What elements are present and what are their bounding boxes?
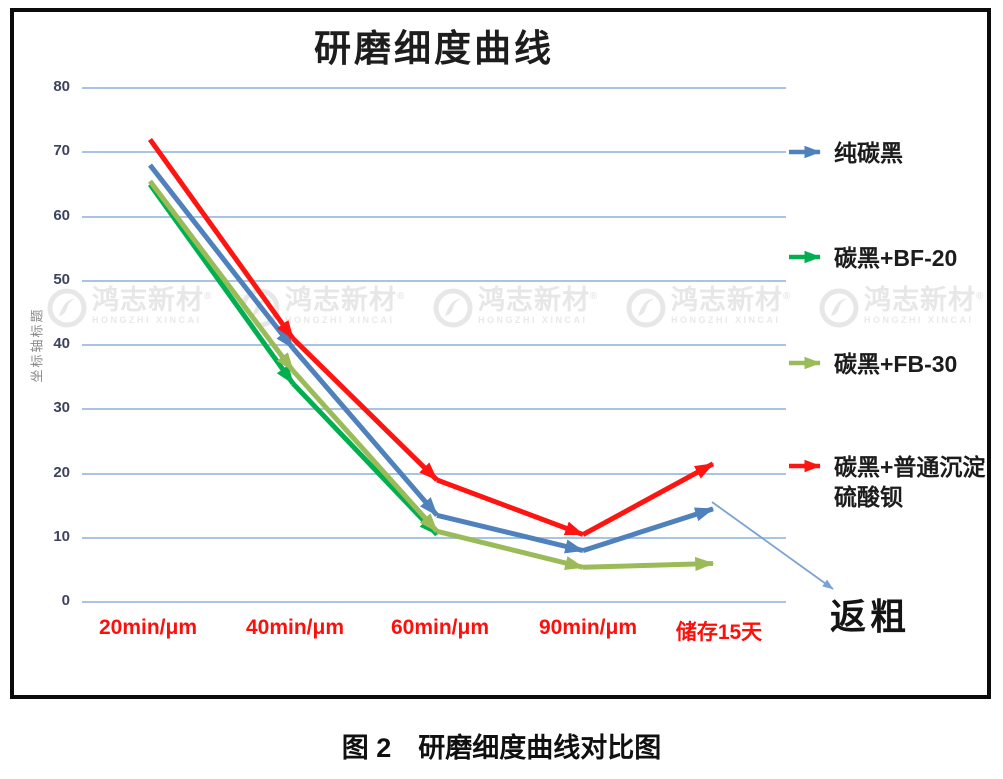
legend-label: 碳黑+普通沉淀硫酸钡 (834, 454, 986, 511)
legend-item-1: 碳黑+BF-20 (786, 243, 1003, 273)
watermark-brand: 鸿志新材® HONGZHI XINCAI (817, 285, 985, 330)
y-tick-label: 20 (53, 463, 70, 481)
watermark-brand: 鸿志新材® HONGZHI XINCAI (45, 285, 213, 330)
legend-item-3: 碳黑+普通沉淀硫酸钡 (786, 452, 1003, 513)
x-tick-label: 90min/μm (538, 616, 638, 639)
watermark-text: 鸿志新材® (478, 285, 599, 315)
x-tick-label: 40min/μm (245, 616, 345, 639)
watermark-subtext: HONGZHI XINCAI (478, 314, 588, 325)
watermark-subtext: HONGZHI XINCAI (285, 314, 395, 325)
x-tick-label: 60min/μm (390, 616, 490, 639)
chart-title: 研磨细度曲线 (314, 28, 554, 69)
y-tick-label: 30 (53, 399, 70, 417)
legend-arrow-icon (789, 356, 822, 370)
watermark-text: 鸿志新材® (671, 285, 792, 315)
watermark-brand: 鸿志新材® HONGZHI XINCAI (431, 285, 599, 330)
legend-arrow-icon (789, 459, 822, 473)
gridline (82, 472, 786, 475)
watermark-subtext: HONGZHI XINCAI (92, 314, 202, 325)
watermark-logo-icon (819, 288, 859, 328)
y-tick-label: 50 (53, 270, 70, 288)
legend-item-0: 纯碳黑 (786, 138, 1003, 168)
legend-label: 碳黑+FB-30 (834, 351, 958, 377)
gridline (82, 279, 786, 282)
watermark-logo-icon (433, 288, 473, 328)
gridline (82, 151, 786, 154)
watermark-subtext: HONGZHI XINCAI (671, 314, 781, 325)
x-tick-label: 20min/μm (98, 616, 198, 639)
y-tick-label: 70 (53, 142, 70, 160)
x-tick-label: 储存15天 (675, 621, 763, 644)
gridline (82, 601, 786, 603)
y-axis-title: 坐标轴标题 (29, 307, 45, 383)
y-tick-label: 10 (53, 527, 70, 545)
gridline (82, 344, 786, 346)
y-tick-label: 80 (53, 78, 70, 95)
gridline (82, 215, 786, 218)
y-tick-label: 60 (53, 206, 70, 224)
watermark-subtext: HONGZHI XINCAI (864, 314, 974, 325)
legend-arrow-icon (789, 250, 822, 264)
watermark-text: 鸿志新材® (864, 285, 985, 315)
watermark-text: 鸿志新材® (92, 285, 213, 315)
watermark-brand: 鸿志新材® HONGZHI XINCAI (238, 285, 406, 330)
legend-label: 碳黑+BF-20 (834, 245, 958, 271)
watermark-text: 鸿志新材® (285, 285, 406, 315)
watermark-logo-icon (626, 288, 666, 328)
gridline (82, 536, 786, 539)
watermark-logo-icon (240, 288, 280, 328)
legend-item-2: 碳黑+FB-30 (786, 349, 1003, 379)
figure-caption: 图 2 研磨细度曲线对比图 (341, 733, 662, 763)
gridline (82, 408, 786, 411)
y-tick-label: 40 (53, 335, 70, 352)
annotation-fancu-label: 返粗 (830, 596, 911, 637)
watermark-brand: 鸿志新材® HONGZHI XINCAI (624, 285, 792, 330)
legend-label: 纯碳黑 (834, 140, 903, 166)
legend-arrow-icon (789, 145, 822, 159)
gridline (82, 87, 786, 89)
y-tick-label: 0 (61, 592, 70, 609)
watermark-logo-icon (47, 288, 87, 328)
